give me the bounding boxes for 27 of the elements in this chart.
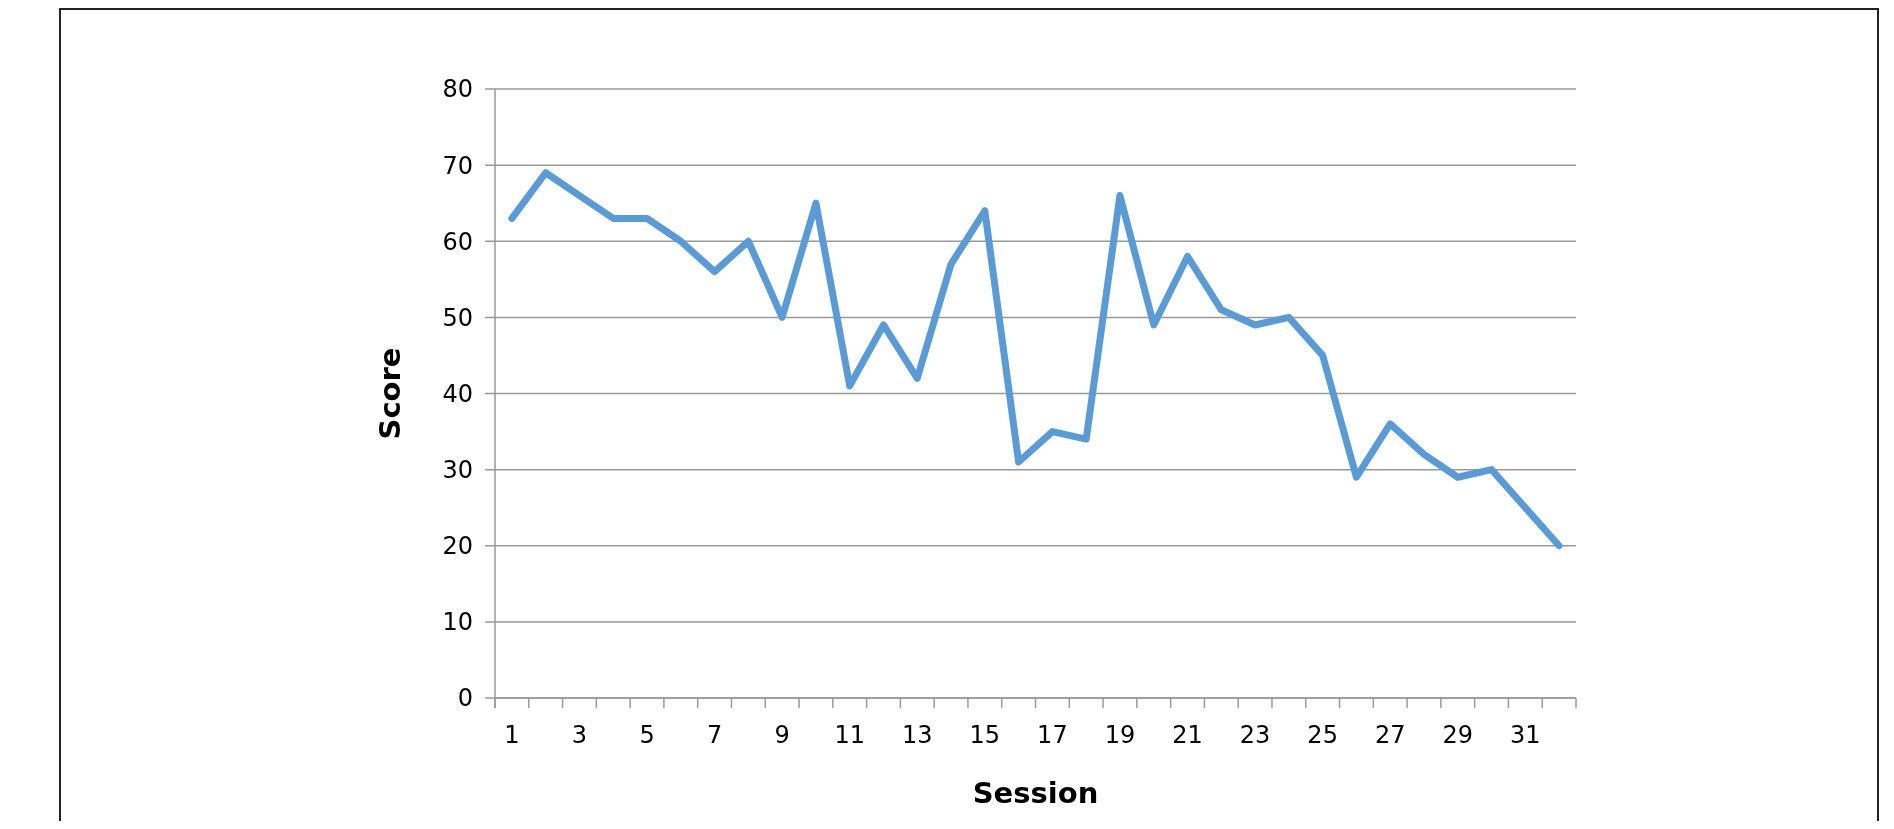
x-tick-label: 3 [571, 721, 588, 749]
y-tick-label: 0 [457, 684, 473, 713]
y-tick-label: 40 [442, 379, 473, 408]
x-tick-label: 15 [969, 721, 1001, 749]
y-axis-title: Score [373, 347, 407, 440]
x-tick-label: 13 [901, 721, 933, 749]
y-tick-label: 60 [442, 227, 473, 256]
y-tick-label: 50 [442, 303, 473, 332]
x-tick-label: 27 [1374, 721, 1406, 749]
y-tick-label: 80 [442, 75, 473, 104]
x-axis-title: Session [972, 776, 1099, 810]
x-tick-label: 11 [834, 721, 865, 749]
x-tick-label: 9 [774, 721, 790, 749]
x-tick-label: 1 [504, 721, 520, 749]
x-tick-label: 29 [1442, 721, 1474, 749]
x-tick-label: 25 [1307, 721, 1338, 749]
x-tick-label: 21 [1172, 721, 1203, 749]
x-tick-label: 23 [1239, 721, 1271, 749]
x-tick-label: 17 [1037, 721, 1068, 749]
y-tick-label: 10 [442, 608, 473, 637]
y-tick-label: 70 [442, 151, 473, 180]
x-tick-label: 31 [1510, 721, 1541, 749]
y-tick-label: 30 [442, 456, 473, 485]
x-tick-label: 19 [1104, 721, 1136, 749]
x-tick-label: 5 [639, 721, 655, 749]
x-tick-label: 7 [706, 721, 723, 749]
y-tick-label: 20 [442, 532, 473, 561]
